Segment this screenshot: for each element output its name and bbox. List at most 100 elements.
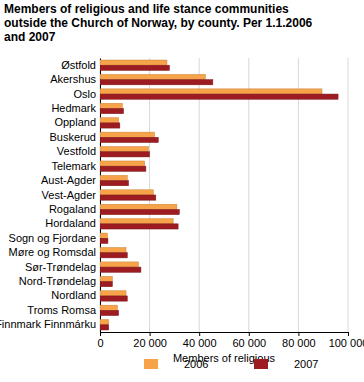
y-tick-label: Nord-Trøndelag — [19, 275, 96, 287]
y-tick: Finnmark Finnmárku — [0, 318, 100, 330]
bar — [100, 253, 127, 258]
y-tick-label: Buskerud — [50, 131, 96, 143]
bar — [100, 291, 126, 296]
y-tick-label: Sogn og Fjordane — [9, 232, 96, 244]
x-tick-mark — [298, 332, 299, 336]
x-tick-label: 100 000 — [329, 337, 364, 349]
y-tick: Nord-Trøndelag — [19, 275, 100, 287]
bar — [100, 195, 156, 200]
y-tick: Rogaland — [49, 203, 100, 215]
x-tick: 20 000 — [133, 332, 167, 349]
y-tick: Sør-Trøndelag — [25, 261, 100, 273]
y-tick: Sogn og Fjordane — [9, 232, 100, 244]
bar — [100, 238, 108, 243]
bar — [100, 103, 122, 108]
y-tick-label: Rogaland — [49, 203, 96, 215]
legend-swatch — [254, 359, 268, 369]
y-tick: Oslo — [73, 88, 100, 100]
x-tick-label: 0 — [97, 337, 103, 349]
bar — [100, 108, 124, 113]
y-tick: Møre og Romsdal — [9, 246, 100, 258]
bar — [100, 137, 158, 142]
legend-swatch — [144, 359, 158, 369]
y-axis: ØstfoldAkershusOsloHedmarkOpplandBuskeru… — [0, 59, 101, 333]
y-tick-label: Østfold — [61, 59, 96, 71]
y-tick-label: Hordaland — [45, 217, 96, 229]
x-tick: 40 000 — [183, 332, 217, 349]
x-tick-mark — [100, 332, 101, 336]
y-tick: Aust-Agder — [41, 174, 100, 186]
bars — [100, 60, 338, 330]
bar — [100, 161, 145, 166]
bar — [100, 219, 173, 224]
bar — [100, 175, 127, 180]
bar — [100, 267, 141, 272]
y-tick: Vestfold — [57, 145, 100, 157]
bar — [100, 262, 138, 267]
legend-label: 2007 — [294, 358, 318, 370]
x-tick-label: 80 000 — [282, 337, 316, 349]
y-tick: Nordland — [51, 289, 100, 301]
bar — [100, 204, 177, 209]
y-tick-label: Oppland — [54, 116, 96, 128]
x-tick: 80 000 — [282, 332, 316, 349]
title: Members of religious and life stance com… — [4, 2, 334, 44]
bar — [100, 276, 112, 281]
bar — [100, 325, 109, 330]
bar — [100, 181, 129, 186]
bar — [100, 132, 155, 137]
x-axis: 0 20 000 40 000 60 000 80 000 100 000 — [97, 332, 364, 349]
grid-line — [348, 58, 349, 332]
legend: 2006 2007 — [144, 358, 318, 370]
bar — [100, 224, 178, 229]
bar — [100, 296, 127, 301]
x-tick-mark — [348, 332, 349, 336]
bar — [100, 65, 169, 70]
bar — [100, 123, 120, 128]
y-tick-label: Vestfold — [57, 145, 96, 157]
bar — [100, 152, 150, 157]
bar — [100, 89, 322, 94]
plot: 0 20 000 40 000 60 000 80 000 100 000 Østfold A… — [0, 58, 364, 349]
bar — [100, 247, 126, 252]
y-tick-label: Sør-Trøndelag — [25, 261, 96, 273]
x-tick-mark — [150, 332, 151, 336]
y-tick: Buskerud — [50, 131, 100, 143]
x-tick-mark — [249, 332, 250, 336]
y-tick: Oppland — [54, 116, 100, 128]
y-tick: Østfold — [61, 59, 100, 71]
y-tick-label: Troms Romsa — [27, 304, 97, 316]
x-tick: 0 — [97, 332, 103, 349]
bar — [100, 310, 119, 315]
bar — [100, 118, 119, 123]
x-axis-line — [101, 333, 349, 337]
y-tick-label: Akershus — [50, 73, 96, 85]
y-tick: Telemark — [51, 160, 100, 172]
y-tick-label: Nordland — [51, 289, 96, 301]
bar — [100, 80, 213, 85]
x-tick-mark — [199, 332, 200, 336]
bar — [100, 305, 117, 310]
y-tick-label: Finnmark Finnmárku — [0, 318, 96, 330]
chart: 0 20 000 40 000 60 000 80 000 100 000 Østfold A… — [0, 0, 364, 382]
x-tick-label: 60 000 — [232, 337, 266, 349]
bar — [100, 147, 148, 152]
bar — [100, 190, 153, 195]
legend-label: 2006 — [184, 358, 208, 370]
y-tick: Akershus — [50, 73, 100, 85]
y-tick-label: Aust-Agder — [41, 174, 96, 186]
bar — [100, 166, 146, 171]
bar — [100, 233, 107, 238]
y-tick-label: Oslo — [73, 88, 96, 100]
y-tick-label: Vest-Agder — [42, 189, 97, 201]
bar — [100, 209, 179, 214]
bar — [100, 60, 167, 65]
bar — [100, 94, 338, 99]
y-tick-label: Møre og Romsdal — [9, 246, 96, 258]
bar — [100, 282, 112, 287]
bar — [100, 74, 205, 79]
y-tick: Hordaland — [45, 217, 100, 229]
bar — [100, 320, 109, 325]
x-tick: 60 000 — [232, 332, 266, 349]
y-tick: Vest-Agder — [42, 189, 100, 201]
